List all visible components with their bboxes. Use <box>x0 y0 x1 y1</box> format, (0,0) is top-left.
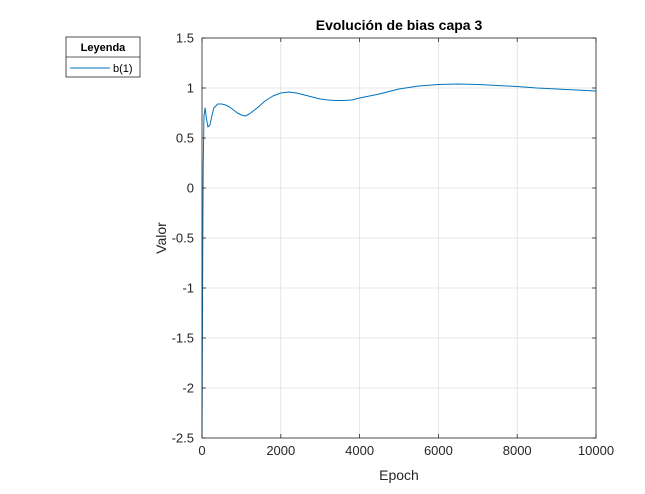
legend-title: Leyenda <box>81 42 127 54</box>
y-tick-label: 1 <box>187 81 194 96</box>
y-tick-label: 0 <box>187 181 194 196</box>
chart-title: Evolución de bias capa 3 <box>316 17 483 33</box>
ticks <box>201 37 597 439</box>
y-tick-label: 0.5 <box>176 131 194 146</box>
x-axis-label: Epoch <box>379 467 419 483</box>
x-tick-label: 10000 <box>578 443 614 458</box>
x-tick-label: 8000 <box>503 443 532 458</box>
y-tick-label: -2 <box>182 381 194 396</box>
legend: Leyenda b(1) <box>65 36 141 78</box>
y-tick-label: -1 <box>182 281 194 296</box>
y-tick-label: 1.5 <box>176 31 194 46</box>
series-layer <box>201 83 597 439</box>
y-axis-label: Valor <box>153 222 169 254</box>
y-tick-label: -1.5 <box>172 331 194 346</box>
y-tick-label: -2.5 <box>172 431 194 446</box>
y-tick-labels: -2.5 -2 -1.5 -1 -0.5 0 0.5 1 1.5 <box>172 31 194 446</box>
x-tick-label: 6000 <box>424 443 453 458</box>
x-tick-label: 0 <box>198 443 205 458</box>
x-tick-labels: 0 2000 4000 6000 8000 10000 <box>198 443 614 458</box>
y-tick-label: -0.5 <box>172 231 194 246</box>
series-line-b1 <box>201 83 597 439</box>
x-tick-label: 4000 <box>345 443 374 458</box>
legend-entry-b1: b(1) <box>113 63 133 75</box>
x-tick-label: 2000 <box>266 443 295 458</box>
